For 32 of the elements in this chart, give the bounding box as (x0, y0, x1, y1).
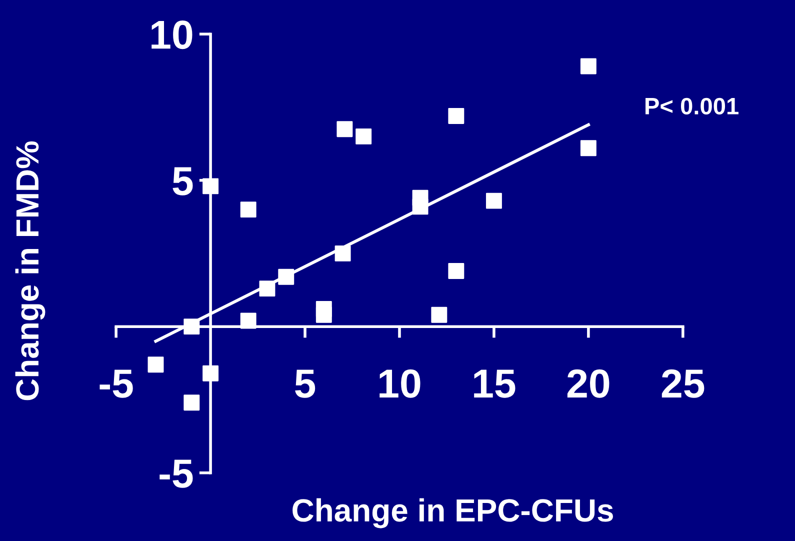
x-tick-label: 20 (567, 369, 610, 398)
x-tick-label: -5 (100, 370, 133, 398)
point (240, 202, 256, 218)
x-tick-label: 10 (380, 369, 420, 398)
annotation: P< 0.001 (646, 98, 738, 115)
x-tick-label: 15 (474, 370, 516, 398)
point (412, 198, 428, 215)
x-tick-label: 25 (662, 369, 704, 398)
point (448, 263, 464, 279)
point (240, 312, 256, 329)
point (202, 178, 219, 194)
y-tick-label: 5 (172, 167, 193, 196)
point (278, 268, 294, 285)
point (316, 306, 332, 323)
y-tick-label: -5 (160, 460, 193, 488)
point (184, 318, 200, 335)
point (336, 121, 353, 138)
point (356, 128, 372, 144)
point (202, 365, 219, 382)
point (580, 58, 596, 74)
x-tick-label: 5 (295, 370, 316, 398)
point (448, 108, 464, 124)
point (148, 356, 164, 373)
point (486, 192, 502, 209)
x-axis-title: Change in EPC-CFUs (292, 498, 613, 528)
point (184, 394, 200, 411)
y-axis-title: Change in FMD% (15, 141, 46, 400)
point (431, 306, 448, 323)
point (259, 280, 276, 297)
y-tick-label: 10 (152, 20, 192, 50)
point (334, 245, 351, 262)
point (580, 140, 596, 156)
